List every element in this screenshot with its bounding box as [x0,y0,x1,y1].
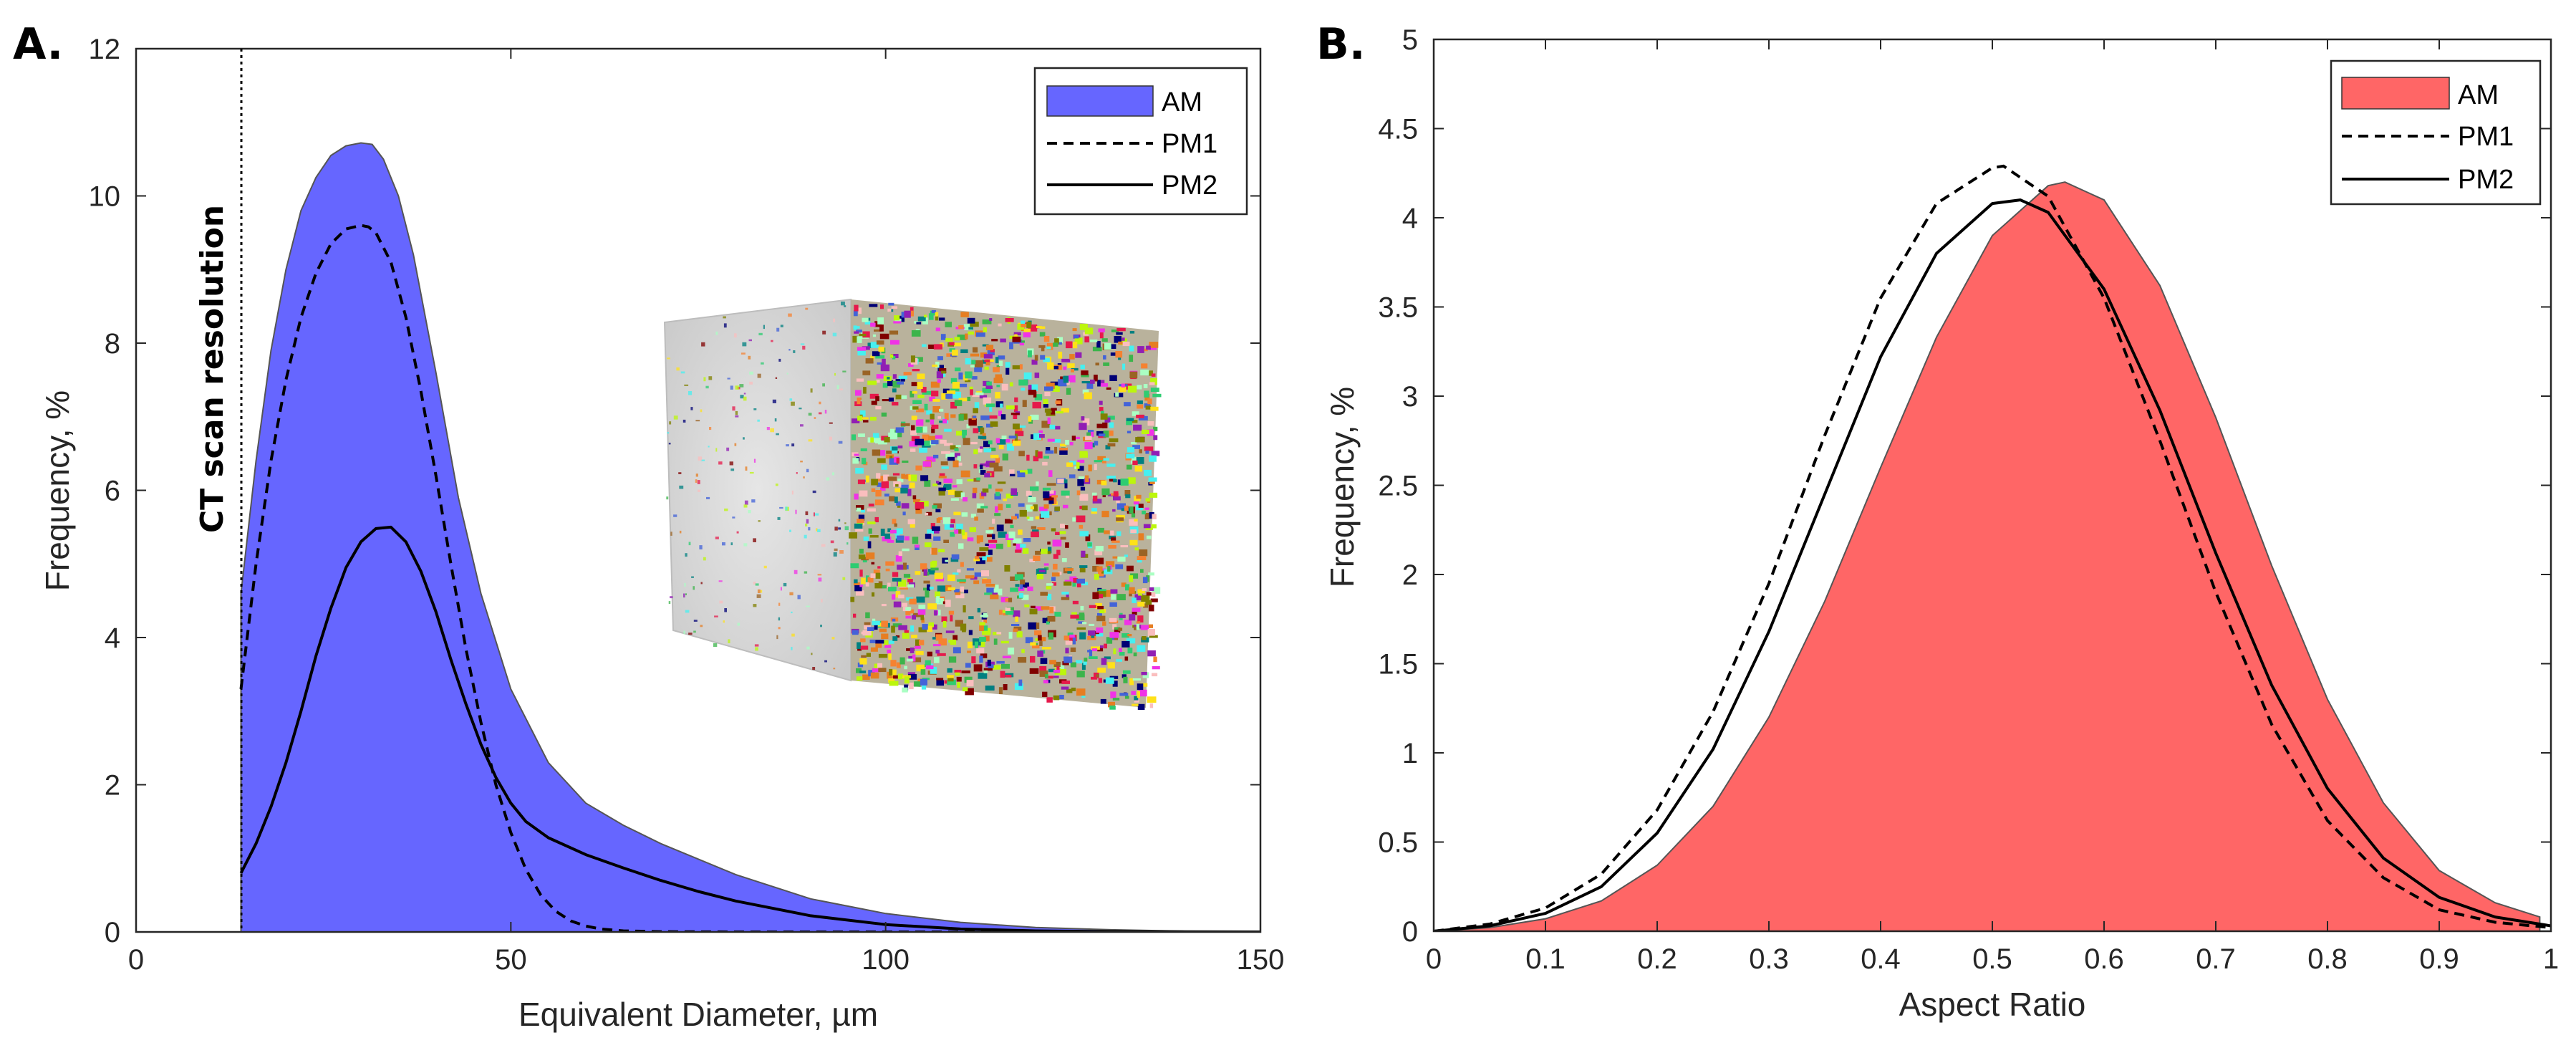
legend-am-label: AM [1162,87,1202,117]
legend-am-swatch [1046,85,1154,117]
panel-a-plot: 0 50 100 150 0 2 4 6 8 10 12 CT scan resolution Eq… [39,34,1284,1033]
panel-a-x-tick-label: 0 [128,944,144,976]
panel-a-y-tick-label: 12 [89,34,121,65]
panel-a-label: A. [13,19,63,69]
legend-pm2-label: PM2 [1162,170,1217,201]
panel-b-x-tick-label: 0.3 [1749,943,1789,975]
panel-a-y-tick-label: 2 [105,770,120,802]
panel-b-y-tick-label: 0 [1402,916,1418,948]
panel-a-y-tick-label: 8 [105,328,120,360]
panel-b-x-axis-label: Aspect Ratio [1899,986,2086,1023]
panel-a-x-tick-label: 150 [1237,944,1285,976]
panel-b-y-tick-label: 5 [1402,24,1418,56]
panel-b-x-tick-label: 0.4 [1861,943,1901,975]
panel-b-x-tick-label: 0.5 [1972,943,2012,975]
panel-b-y-tick-label: 1.5 [1378,649,1418,681]
panel-a-legend: AM PM1 PM2 [1033,67,1248,216]
panel-b-y-tick-label: 3 [1402,381,1418,413]
panel-a-inset-3d-volume [663,298,1162,710]
ct-resolution-annotation: CT scan resolution [194,205,231,533]
panel-a-y-axis-label: Frequency, % [39,390,76,591]
panel-b-series-pm1-line [1434,164,2551,931]
panel-b-series-pm2-line [1434,198,2551,931]
panel-b-x-tick-label: 1 [2543,943,2559,975]
panel-a-y-tick-label: 0 [105,917,120,948]
panel-b-y-tick-label: 4 [1402,203,1418,234]
panel-b-x-tick-label: 0.7 [2196,943,2236,975]
panel-b-label: B. [1316,19,1366,69]
panel-b-x-tick-label: 0.6 [2084,943,2124,975]
legend-pm1-label: PM1 [1162,129,1217,159]
panel-b-x-tick-label: 0 [1426,943,1442,975]
panel-a-series-am-area [240,142,1260,932]
panel-b-y-tick-label: 4.5 [1378,114,1418,145]
panel-b-y-axis-label: Frequency, % [1323,387,1361,587]
panel-b-x-tick-label: 0.8 [2307,943,2348,975]
panel-a-y-tick-label: 4 [105,622,120,654]
panel-b-series-am-area [1434,181,2541,931]
legend-pm1-label: PM1 [2458,122,2514,152]
panel-a-x-tick-label: 50 [495,944,527,976]
panel-a-x-axis-label: Equivalent Diameter, µm [518,996,878,1033]
panel-b-y-tick-label: 0.5 [1378,827,1418,859]
legend-am-swatch [2341,77,2450,110]
panel-b-y-tick-label: 3.5 [1378,292,1418,324]
panel-a-series-pm2-line [239,525,1260,932]
legend-pm2-label: PM2 [2458,165,2514,195]
panel-b-x-tick-label: 0.2 [1637,943,1677,975]
panel-b-legend: AM PM1 PM2 [2330,59,2542,206]
panel-a-x-tick-label: 100 [862,944,910,976]
panel-b-y-tick-label: 2 [1402,559,1418,591]
legend-am-label: AM [2458,80,2499,110]
panel-b-x-tick-label: 0.9 [2419,943,2459,975]
panel-b-x-tick-label: 0.1 [1525,943,1566,975]
panel-b-y-tick-label: 1 [1402,738,1418,769]
panel-a-y-tick-label: 10 [89,181,121,213]
panel-a-y-tick-label: 6 [105,476,120,507]
panel-b-plot: 0 0.1 0.2 0.3 0.4 0.5 0.6 0.7 0.8 0.9 1 0 0.5 1 1.5 2 2.… [1323,24,2559,1023]
panel-b-y-tick-label: 2.5 [1378,471,1418,502]
